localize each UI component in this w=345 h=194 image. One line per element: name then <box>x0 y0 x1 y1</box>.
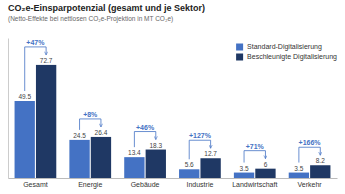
bracket-line <box>80 119 101 130</box>
subtitle: (Netto-Effekte bei nettlosen CO₂e-Projek… <box>8 15 173 23</box>
x-tick-label: Energie <box>78 181 102 189</box>
bar <box>124 157 144 178</box>
x-tick: Industrie <box>186 181 213 188</box>
bar <box>289 173 309 178</box>
x-tick-label: Gesamt <box>23 181 48 188</box>
x-tick: Energie <box>78 181 102 189</box>
x-tick: Gebäude <box>131 181 160 188</box>
x-axis-line <box>9 178 338 179</box>
bar <box>234 173 254 178</box>
bar-series <box>15 101 309 178</box>
annotation: +47% <box>26 39 45 46</box>
legend-swatch <box>236 44 243 51</box>
x-tick-label: Gebäude <box>131 181 160 188</box>
data-label: 5.6 <box>185 161 194 168</box>
bracket: +8% <box>80 111 101 130</box>
bar <box>200 158 220 178</box>
bars <box>15 65 331 178</box>
bracket: +166% <box>299 139 322 162</box>
plot: Gesamt Energie Gebäude Industrie Landwirtsch… <box>9 39 338 189</box>
chart: CO₂e-Einsparpotenzial (gesamt und je Sek… <box>0 0 345 194</box>
bracket-line <box>244 151 265 163</box>
data-label: 3.5 <box>240 165 249 172</box>
data-label: 3.5 <box>294 165 303 172</box>
bracket-line <box>25 47 46 91</box>
bar <box>310 165 330 178</box>
bar <box>15 101 35 178</box>
x-tick: Gesamt <box>23 181 48 188</box>
x-axis: Gesamt Energie Gebäude Industrie Landwirtsch… <box>9 179 338 189</box>
data-label: 72.7 <box>40 57 53 64</box>
bracket-line <box>189 140 210 159</box>
bar-series <box>36 65 330 178</box>
legend-label: Beschleunigte Digitalisierung <box>247 53 337 61</box>
data-labels: 49.5 24.5 13.4 5.6 3.5 3.5 72.7 26.4 18.3 12.7 6 8.… <box>18 57 325 172</box>
annotation: +166% <box>299 139 322 146</box>
x-tick: Landwirtschaft <box>232 181 277 188</box>
annotation: +8% <box>83 111 98 118</box>
legend-item: Standard-Digitalisierung <box>236 43 322 51</box>
y-axis <box>8 39 9 179</box>
title: CO₂e-Einsparpotenzial (gesamt und je Sek… <box>8 3 205 13</box>
x-tick-label: Landwirtschaft <box>232 181 277 188</box>
x-tick-label: Verkehr <box>298 181 323 188</box>
bar <box>146 150 166 178</box>
annotation: +46% <box>136 124 155 131</box>
bracket: +47% <box>25 39 46 91</box>
data-label: 12.7 <box>204 150 217 157</box>
bar <box>91 137 111 178</box>
bracket-line <box>134 132 155 148</box>
bracket-line <box>299 147 320 162</box>
bracket: +71% <box>244 143 265 163</box>
data-label: 8.2 <box>316 157 325 164</box>
annotation: +71% <box>246 143 265 150</box>
x-tick-label: Industrie <box>186 181 213 188</box>
bracket: +127% <box>189 132 212 159</box>
legend: Standard-Digitalisierung Beschleunigte Di… <box>236 43 337 61</box>
annotation: +127% <box>189 132 212 139</box>
bar <box>69 140 89 178</box>
bar <box>179 169 199 178</box>
bar <box>36 65 56 178</box>
y-axis-line <box>8 39 9 179</box>
x-tick: Verkehr <box>298 181 323 188</box>
data-label: 24.5 <box>73 132 86 139</box>
bracket: +46% <box>134 124 155 148</box>
data-label: 26.4 <box>95 129 108 136</box>
data-label: 49.5 <box>18 93 31 100</box>
bar <box>255 169 275 178</box>
legend-item: Beschleunigte Digitalisierung <box>236 53 337 61</box>
data-label: 6 <box>264 161 268 168</box>
legend-label: Standard-Digitalisierung <box>247 43 322 51</box>
legend-swatch <box>236 54 243 61</box>
data-label: 18.3 <box>149 142 162 149</box>
data-label: 13.4 <box>128 149 141 156</box>
